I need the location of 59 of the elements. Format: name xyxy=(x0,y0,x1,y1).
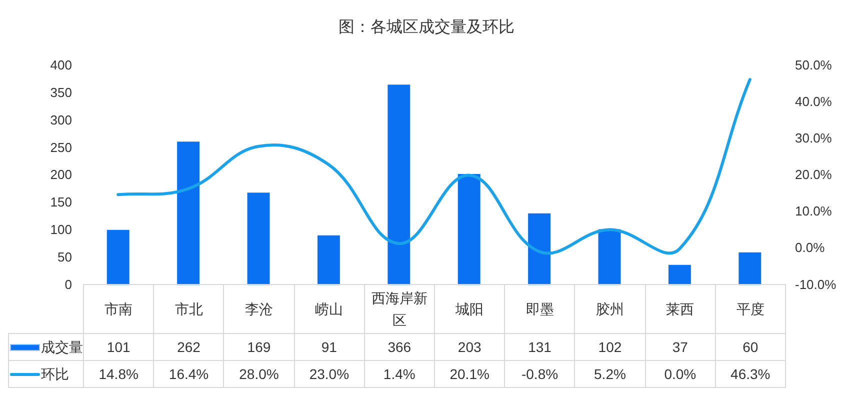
bar xyxy=(177,142,200,286)
y-tick-label: 0 xyxy=(64,276,72,292)
x-tick-label: 市南 xyxy=(83,284,154,334)
y2-tick-label: 0.0% xyxy=(795,240,826,256)
x-tick-label: 平度 xyxy=(714,284,786,334)
x-tick-label: 市北 xyxy=(153,284,224,334)
y-tick-label: 150 xyxy=(50,194,72,210)
x-tick-label: 即墨 xyxy=(504,284,576,334)
data-label: 37 xyxy=(644,333,716,361)
y-tick-label: 300 xyxy=(50,112,72,128)
data-label: 23.0% xyxy=(294,360,365,388)
chart-title: 图：各城区成交量及环比 xyxy=(338,18,516,38)
data-label: 101 xyxy=(83,333,154,361)
bar xyxy=(317,235,340,286)
y-tick-label: 250 xyxy=(50,140,72,155)
data-label: 1.4% xyxy=(364,360,435,388)
legend-label: 环比 xyxy=(41,365,69,384)
x-tick-label: 胶州 xyxy=(574,284,646,334)
data-label: 16.4% xyxy=(153,360,224,388)
bar xyxy=(106,230,130,286)
x-tick-label: 莱西 xyxy=(644,284,716,334)
y-tick-label: 350 xyxy=(50,84,72,100)
y2-tick-label: 10.0% xyxy=(795,204,832,219)
data-label: 60 xyxy=(714,333,786,361)
data-label: 262 xyxy=(153,333,224,361)
y-tick-label: 400 xyxy=(50,58,72,73)
data-label: 46.3% xyxy=(714,360,786,388)
y2-tick-label: 50.0% xyxy=(795,58,832,73)
data-label: -0.8% xyxy=(504,360,576,388)
data-label: 131 xyxy=(504,333,576,361)
data-label: 366 xyxy=(364,333,435,361)
x-tick-label: 西海岸新区 xyxy=(364,284,435,334)
bar xyxy=(668,264,691,286)
data-label: 203 xyxy=(434,333,506,361)
data-label: 91 xyxy=(294,333,365,361)
data-label: 20.1% xyxy=(434,360,506,388)
bar xyxy=(388,84,410,286)
y-tick-label: 100 xyxy=(50,222,72,237)
x-tick-label: 李沧 xyxy=(223,284,295,334)
bar xyxy=(247,192,270,286)
y-tick-label: 200 xyxy=(50,167,72,182)
y2-tick-label: 30.0% xyxy=(795,130,832,146)
bar xyxy=(528,213,551,286)
x-tick-label: 城阳 xyxy=(434,284,506,334)
bar xyxy=(458,174,480,286)
data-label: 102 xyxy=(574,333,646,361)
data-label: 28.0% xyxy=(223,360,295,388)
data-label: 5.2% xyxy=(574,360,646,388)
data-label: 0.0% xyxy=(644,360,716,388)
legend-label: 成交量 xyxy=(41,338,83,357)
y2-tick-label: 40.0% xyxy=(795,94,832,110)
y2-tick-label: 20.0% xyxy=(795,167,832,182)
y-tick-label: 50 xyxy=(58,249,72,264)
data-label: 14.8% xyxy=(83,360,154,388)
data-label: 169 xyxy=(223,333,295,361)
bar xyxy=(598,229,621,286)
y2-tick-label: -10.0% xyxy=(795,276,837,292)
bar xyxy=(738,252,762,286)
x-tick-label: 崂山 xyxy=(294,284,365,334)
